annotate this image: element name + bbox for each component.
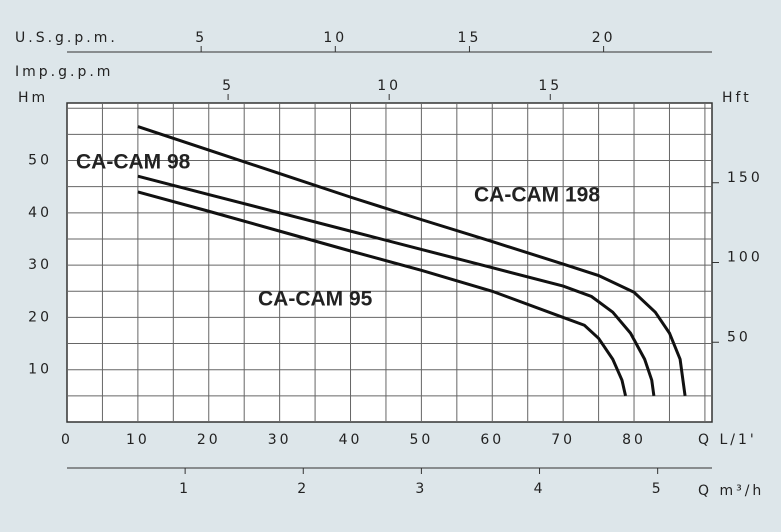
curve bbox=[137, 125, 687, 397]
y2-axis-label: Hft bbox=[722, 90, 752, 106]
top-tick-label: 15 bbox=[538, 78, 562, 94]
y2-tick-label: 100 bbox=[727, 250, 763, 266]
x2-tick-label: 1 bbox=[179, 481, 191, 497]
y-tick-label: 20 bbox=[28, 309, 52, 325]
y-tick-label: 40 bbox=[28, 205, 52, 221]
x-tick-label: 70 bbox=[551, 432, 575, 448]
top-tick-label: 5 bbox=[195, 30, 207, 46]
x-tick-label: 30 bbox=[268, 432, 292, 448]
y2-tick-label: 150 bbox=[727, 170, 763, 186]
y-tick-label: 30 bbox=[28, 257, 52, 273]
x2-tick-label: 5 bbox=[652, 481, 664, 497]
y-tick-label: 50 bbox=[28, 153, 52, 169]
x-tick-label: 20 bbox=[197, 432, 221, 448]
x2-tick-label: 3 bbox=[415, 481, 427, 497]
top-axis-label: U.S.g.p.m. bbox=[15, 30, 118, 46]
x2-tick-label: 4 bbox=[534, 481, 546, 497]
top-tick-label: 20 bbox=[592, 30, 616, 46]
top-tick-label: 5 bbox=[222, 78, 234, 94]
curve bbox=[137, 190, 627, 397]
top-tick-label: 15 bbox=[458, 30, 482, 46]
top-axis-label: Imp.g.p.m bbox=[15, 64, 113, 80]
top-tick-label: 10 bbox=[377, 78, 401, 94]
x-axis-label: Q L/1' bbox=[698, 432, 757, 448]
y2-tick-label: 50 bbox=[727, 329, 751, 345]
top-tick-label: 10 bbox=[323, 30, 347, 46]
curve-label: CA-CAM 95 bbox=[258, 288, 373, 311]
y-tick-label: 10 bbox=[28, 362, 52, 378]
curve-label: CA-CAM 98 bbox=[76, 151, 191, 174]
curve bbox=[137, 174, 656, 397]
y-axis-label: Hm bbox=[18, 90, 48, 106]
curve-label: CA-CAM 198 bbox=[474, 184, 600, 207]
x-tick-label: 10 bbox=[126, 432, 150, 448]
x2-tick-label: 2 bbox=[297, 481, 309, 497]
x-tick-label: 50 bbox=[409, 432, 433, 448]
x2-axis-label: Q m³/h bbox=[698, 483, 764, 499]
x-tick-label: 0 bbox=[61, 432, 73, 448]
x-tick-label: 40 bbox=[339, 432, 363, 448]
x-tick-label: 80 bbox=[622, 432, 646, 448]
x-tick-label: 60 bbox=[480, 432, 504, 448]
